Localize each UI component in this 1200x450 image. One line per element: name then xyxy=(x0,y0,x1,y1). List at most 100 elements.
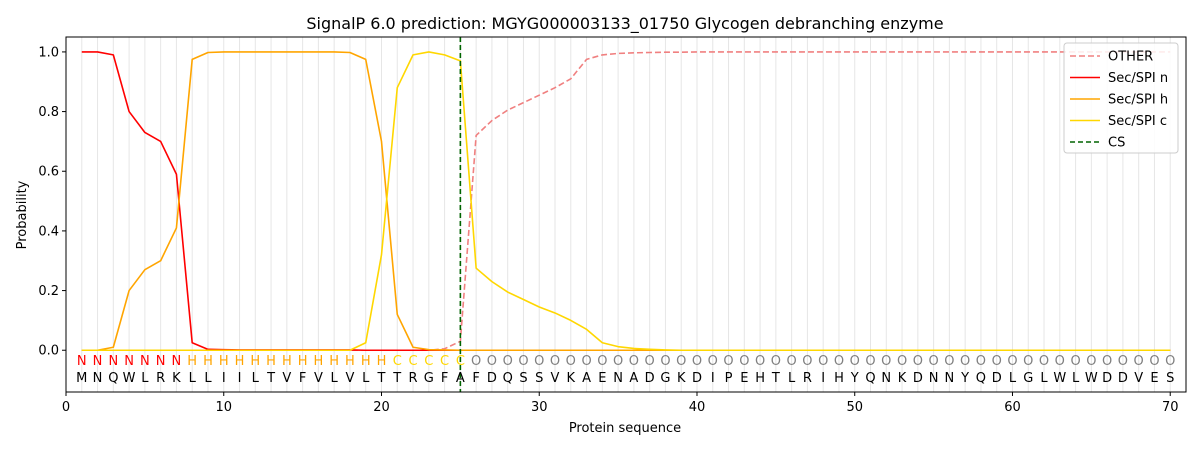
residue-letter: H xyxy=(834,371,844,386)
legend-entry: Sec/SPI n xyxy=(1108,71,1168,86)
residue-letter: G xyxy=(660,371,670,386)
region-label: O xyxy=(550,354,560,369)
legend: OTHER Sec/SPI n Sec/SPI h Sec/SPI c CS xyxy=(1063,42,1179,154)
residue-letter: L xyxy=(1040,371,1048,386)
residue-letter: H xyxy=(755,371,765,386)
region-label: O xyxy=(1055,354,1065,369)
region-label: N xyxy=(172,354,182,369)
region-label: O xyxy=(676,354,686,369)
residue-letter: D xyxy=(1102,371,1112,386)
y-tick-label: 0.4 xyxy=(38,224,59,239)
residue-letter: W xyxy=(1085,371,1098,386)
region-label: O xyxy=(771,354,781,369)
region-label: O xyxy=(834,354,844,369)
x-tick-label: 20 xyxy=(373,400,390,415)
residue-letter: K xyxy=(677,371,686,386)
region-label: O xyxy=(1086,354,1096,369)
region-label: O xyxy=(660,354,670,369)
axis-ticks: 0 10 20 30 40 50 60 70 0.0 0.2 0.4 0.6 0.8 1.0 xyxy=(38,45,1178,415)
residue-letter: T xyxy=(377,371,386,386)
region-label: N xyxy=(124,354,134,369)
region-label: H xyxy=(314,354,324,369)
residue-letter: E xyxy=(740,371,748,386)
x-tick-label: 70 xyxy=(1162,400,1179,415)
region-label: H xyxy=(266,354,276,369)
region-label: C xyxy=(424,354,433,369)
region-label: O xyxy=(928,354,938,369)
region-label: N xyxy=(77,354,87,369)
legend-box xyxy=(1063,42,1179,154)
region-label: C xyxy=(456,354,465,369)
residue-letter: L xyxy=(1072,371,1080,386)
series-lines xyxy=(81,51,1171,352)
residue-letter: N xyxy=(945,371,955,386)
x-tick-label: 60 xyxy=(1004,400,1021,415)
residue-letter: G xyxy=(424,371,434,386)
residue-letter: E xyxy=(598,371,606,386)
region-label: O xyxy=(708,354,718,369)
residue-letter: W xyxy=(1053,371,1066,386)
region-label: H xyxy=(377,354,387,369)
region-label: O xyxy=(645,354,655,369)
legend-entry: Sec/SPI c xyxy=(1108,114,1167,129)
residue-letter: R xyxy=(156,371,165,386)
residue-letter: N xyxy=(881,371,891,386)
residue-letter: W xyxy=(123,371,136,386)
region-label: N xyxy=(156,354,166,369)
residue-letter: E xyxy=(1150,371,1158,386)
series-line-sec-spi-c xyxy=(81,51,1171,352)
region-label: O xyxy=(518,354,528,369)
region-label: O xyxy=(1102,354,1112,369)
series-line-other xyxy=(81,51,1171,352)
y-tick-label: 0.0 xyxy=(38,344,59,359)
region-label: O xyxy=(723,354,733,369)
region-label: O xyxy=(913,354,923,369)
residue-letter: I xyxy=(238,371,242,386)
region-label: O xyxy=(471,354,481,369)
region-label: C xyxy=(393,354,402,369)
residue-letter: K xyxy=(172,371,181,386)
residue-letter: K xyxy=(567,371,576,386)
residue-letter: L xyxy=(252,371,260,386)
region-label: H xyxy=(361,354,371,369)
residue-letter: F xyxy=(299,371,306,386)
residue-letter: V xyxy=(282,371,291,386)
residue-letter: D xyxy=(992,371,1002,386)
legend-entry: OTHER xyxy=(1108,50,1153,65)
region-label: O xyxy=(1039,354,1049,369)
x-tick-label: 10 xyxy=(215,400,232,415)
region-label: H xyxy=(298,354,308,369)
residue-letter: N xyxy=(613,371,623,386)
chart-title: SignalP 6.0 prediction: MGYG000003133_01… xyxy=(306,14,943,34)
residue-letter: A xyxy=(456,371,465,386)
region-label: N xyxy=(108,354,118,369)
region-label: O xyxy=(1118,354,1128,369)
residue-letter: D xyxy=(913,371,923,386)
region-label: N xyxy=(93,354,103,369)
residue-letter: I xyxy=(821,371,825,386)
series-line-sec-spi-n xyxy=(81,51,1171,352)
region-label: O xyxy=(960,354,970,369)
x-tick-label: 50 xyxy=(846,400,863,415)
region-label: O xyxy=(613,354,623,369)
residue-letter: V xyxy=(345,371,354,386)
region-label: H xyxy=(250,354,260,369)
region-label: H xyxy=(345,354,355,369)
region-label: O xyxy=(976,354,986,369)
grid-lines xyxy=(81,37,1171,392)
region-label: O xyxy=(1023,354,1033,369)
residue-letter: D xyxy=(692,371,702,386)
residue-letter: V xyxy=(1134,371,1143,386)
y-tick-label: 0.8 xyxy=(38,105,59,120)
x-tick-label: 0 xyxy=(62,400,70,415)
residue-letter: R xyxy=(409,371,418,386)
region-label: O xyxy=(755,354,765,369)
region-label: O xyxy=(581,354,591,369)
residue-letter: V xyxy=(551,371,560,386)
residue-letter: S xyxy=(535,371,543,386)
x-axis-label: Protein sequence xyxy=(569,421,681,436)
region-label: C xyxy=(409,354,418,369)
residue-letter: S xyxy=(519,371,527,386)
region-label: N xyxy=(140,354,150,369)
